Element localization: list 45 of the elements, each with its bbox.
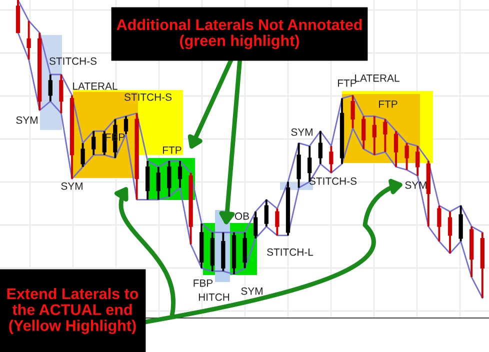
annotation: FTP: [163, 146, 182, 154]
candlestick: [318, 130, 322, 165]
candlestick: [48, 74, 52, 102]
annotation: STITCH-S: [49, 57, 97, 65]
candlestick: [296, 142, 301, 189]
annotation: STITCH-S: [309, 177, 357, 185]
annotation: Extend Laterals to the ACTUAL end (Yellow Highlight): [7, 288, 138, 334]
annotation: Additional Laterals Not Annotated (green highlight): [116, 18, 362, 50]
candlestick: [242, 231, 247, 270]
candlestick: [448, 210, 452, 254]
annotation: LATERAL: [355, 74, 400, 82]
candlestick: [178, 160, 182, 189]
candlestick: [404, 142, 409, 171]
candlestick: [437, 204, 442, 242]
candlestick: [80, 142, 85, 168]
candlestick: [59, 74, 64, 114]
annotation: FTP: [338, 80, 356, 87]
annotation: OB: [234, 212, 249, 220]
candlestick: [383, 118, 388, 153]
candlestick: [394, 130, 398, 168]
candlestick: [416, 145, 420, 177]
annotation: FTP: [379, 100, 398, 108]
candlestick: [372, 115, 376, 156]
candlestick: [92, 130, 96, 156]
candlestick: [146, 160, 150, 201]
candlestick: [329, 145, 334, 174]
annotation: STITCH-L: [267, 248, 314, 256]
candlestick: [124, 115, 128, 136]
candlestick: [350, 94, 355, 130]
candlestick: [275, 208, 280, 236]
annotation: SYM: [16, 116, 38, 124]
annotation: SYM: [61, 182, 82, 190]
candlestick: [26, 20, 31, 61]
candlestick: [167, 160, 172, 198]
annotation: STITCH-S: [124, 93, 172, 101]
annotation: LATERAL: [73, 82, 118, 90]
candlestick: [458, 204, 463, 242]
annotation: SYM: [291, 128, 312, 136]
candlestick: [264, 198, 268, 228]
candlestick: [156, 166, 160, 201]
annotation: HITCH: [198, 293, 230, 301]
annotation: SYM: [241, 287, 262, 295]
candlestick: [254, 210, 258, 240]
annotation: FBP: [194, 280, 213, 287]
candlestick: [362, 115, 366, 150]
